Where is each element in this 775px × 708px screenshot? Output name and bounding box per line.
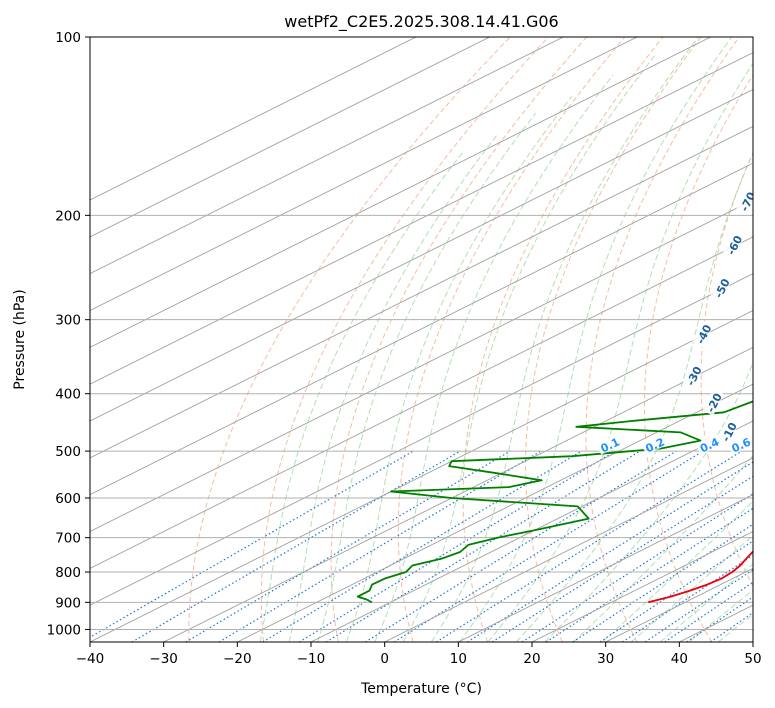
- mixing-ratio-line: [436, 450, 743, 642]
- moist-adiabat: [487, 62, 753, 642]
- isotherm: [90, 125, 753, 459]
- isotherm: [458, 494, 753, 642]
- dry-adiabat: [260, 37, 549, 642]
- isotherm: [237, 383, 753, 642]
- isotherm: [163, 346, 753, 642]
- mixing-ratio-line: [622, 554, 753, 642]
- y-tick-label: 400: [55, 387, 81, 403]
- mixing-ratio-line: [218, 450, 542, 642]
- x-tick-label: 40: [671, 651, 688, 667]
- moist-adiabat: [288, 134, 498, 642]
- isotherm-label-bg: [702, 388, 725, 416]
- moist-adiabat: [459, 37, 733, 642]
- y-tick-label: 500: [55, 444, 81, 460]
- y-tick-label: 100: [55, 30, 81, 46]
- isotherm: [384, 457, 753, 642]
- mixing-ratio-line: [90, 450, 414, 638]
- plot-frame: [89, 36, 754, 643]
- temperature-line: [647, 550, 753, 604]
- x-axis-label: Temperature (°C): [360, 681, 482, 697]
- isotherm-label-bg: [717, 418, 740, 445]
- mixing-ratio-label-bg: [596, 433, 623, 455]
- y-tick-label: 1000: [47, 622, 81, 638]
- moist-adiabat: [601, 500, 753, 642]
- isotherm: [90, 37, 711, 348]
- mixing-ratio-line: [521, 493, 753, 642]
- y-tick-label: 600: [55, 491, 81, 507]
- dry-adiabat: [585, 37, 740, 642]
- isotherm: [90, 37, 564, 275]
- dry-adiabat: [330, 37, 587, 642]
- mixing-ratio-label-bg: [727, 433, 753, 455]
- mixing-ratio-line: [364, 450, 677, 642]
- moist-adiabat: [516, 152, 753, 642]
- x-tick-label: 30: [597, 651, 614, 667]
- dry-adiabat: [462, 37, 664, 642]
- mixing-ratio-line: [467, 461, 753, 642]
- x-tick-label: 10: [450, 651, 467, 667]
- isotherms: [90, 37, 753, 642]
- isotherm-label-bg: [692, 320, 714, 348]
- isotherm-label-bg: [722, 231, 745, 259]
- line-labels: -100-90-80-70-60-50-40-30-20-100.10.20.4…: [596, 143, 753, 455]
- x-tick-label: −40: [76, 651, 105, 667]
- mixing-ratio-label-bg: [695, 433, 723, 455]
- moist-adiabat: [402, 53, 657, 642]
- y-tick-label: 900: [55, 595, 81, 611]
- isotherm: [531, 530, 753, 642]
- moist-adiabat: [430, 37, 699, 642]
- isotherm: [90, 199, 753, 533]
- moist-adiabat: [259, 150, 464, 642]
- x-tick-label: 0: [380, 651, 389, 667]
- moist-adiabat: [659, 563, 753, 642]
- isotherm: [90, 52, 753, 385]
- plot-area: -100-90-80-70-60-50-40-30-20-100.10.20.4…: [90, 37, 753, 642]
- mixing-ratio-label-bg: [641, 433, 668, 455]
- x-tick-label: −10: [297, 651, 326, 667]
- moist-adiabat: [345, 95, 573, 642]
- pressure-gridlines: [90, 37, 753, 630]
- isotherm: [90, 37, 638, 312]
- x-tick-label: −30: [149, 651, 178, 667]
- y-axis-ticks: 100 200 300 400 500 600 700 800 900 1000: [47, 30, 90, 638]
- y-tick-label: 200: [55, 208, 81, 224]
- isotherm: [90, 162, 753, 496]
- dry-adiabat: [397, 37, 626, 642]
- isotherm: [310, 420, 753, 642]
- y-axis-label: Pressure (hPa): [12, 289, 28, 389]
- y-tick-label: 700: [55, 531, 81, 547]
- y-tick-label: 300: [55, 313, 81, 329]
- isotherm: [90, 88, 753, 422]
- isotherm: [90, 273, 753, 606]
- y-tick-label: 800: [55, 565, 81, 581]
- isotherm-label-bg: [710, 274, 732, 302]
- moist-adiabat: [317, 112, 537, 642]
- dewpoint-line: [356, 400, 753, 604]
- sounding-series: [356, 400, 753, 604]
- x-tick-label: −20: [223, 651, 252, 667]
- isotherm-label-bg: [682, 362, 704, 389]
- moist-adiabat: [544, 360, 753, 642]
- x-axis-ticks: −40 −30 −20 −10 0 10 20 30 40 50: [76, 642, 762, 667]
- isotherm-label-bg: [736, 187, 753, 215]
- x-tick-label: 20: [523, 651, 540, 667]
- moist-adiabat: [573, 454, 753, 642]
- moist-adiabats: [259, 37, 753, 642]
- mixing-ratio-line: [298, 450, 616, 642]
- dry-adiabat: [644, 73, 753, 642]
- isotherm: [90, 37, 417, 201]
- isotherm: [90, 236, 753, 569]
- dry-adiabat: [525, 37, 702, 642]
- x-tick-label: 50: [744, 651, 761, 667]
- chart-title: wetPf2_C2E5.2025.308.14.41.G06: [284, 12, 558, 32]
- isotherm: [90, 37, 490, 238]
- mixing-ratio-line: [325, 450, 641, 642]
